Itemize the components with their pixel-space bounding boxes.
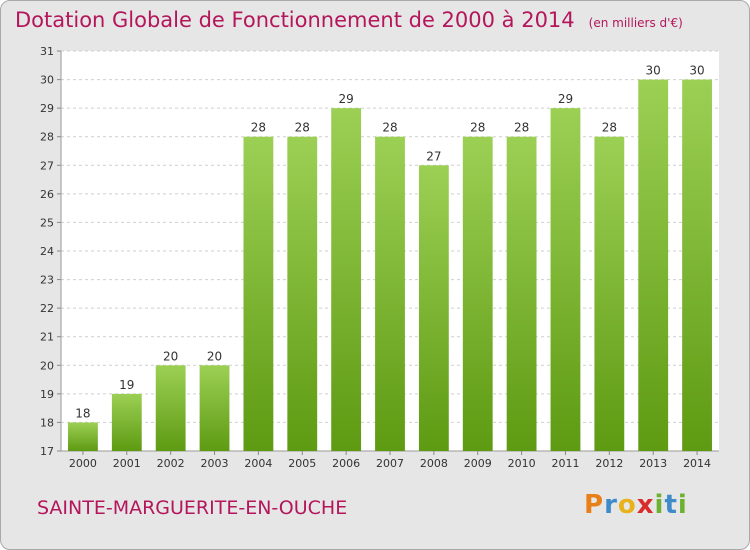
y-tick-label: 31 — [40, 45, 54, 58]
y-tick-label: 25 — [40, 216, 54, 229]
bar — [68, 422, 98, 451]
y-tick-label: 26 — [40, 188, 54, 201]
y-tick-label: 22 — [40, 302, 54, 315]
x-tick-label: 2014 — [683, 457, 711, 470]
x-tick-label: 2010 — [508, 457, 536, 470]
bar-value-label: 28 — [470, 121, 485, 135]
bar-value-label: 20 — [207, 349, 222, 363]
x-tick-label: 2012 — [595, 457, 623, 470]
bar-value-label: 28 — [382, 121, 397, 135]
bar — [111, 393, 142, 451]
bar-value-label: 20 — [163, 349, 178, 363]
bar — [155, 365, 186, 451]
bar — [550, 108, 581, 452]
logo-letter: i — [654, 490, 665, 520]
chart-title-text: Dotation Globale de Fonctionnement de 20… — [15, 8, 575, 32]
y-tick-label: 19 — [40, 388, 54, 401]
bar-value-label: 28 — [602, 121, 617, 135]
y-tick-label: 28 — [40, 131, 54, 144]
bar — [243, 136, 274, 451]
x-tick-label: 2004 — [244, 457, 272, 470]
y-tick-label: 27 — [40, 159, 54, 172]
bar — [462, 136, 493, 451]
bar — [594, 136, 625, 451]
commune-name: SAINTE-MARGUERITE-EN-OUCHE — [37, 497, 348, 519]
x-tick-label: 2008 — [420, 457, 448, 470]
chart-unit-text: (en milliers d'€) — [588, 16, 683, 30]
x-tick-label: 2001 — [113, 457, 141, 470]
x-tick-label: 2013 — [639, 457, 667, 470]
bar-value-label: 18 — [75, 406, 90, 420]
bar — [331, 108, 362, 452]
x-tick-label: 2011 — [551, 457, 579, 470]
x-tick-label: 2005 — [288, 457, 316, 470]
y-tick-label: 23 — [40, 274, 54, 287]
logo-letter: o — [617, 490, 637, 520]
bar — [199, 365, 230, 451]
bar-value-label: 30 — [689, 64, 704, 78]
y-tick-label: 20 — [40, 359, 54, 372]
proxiti-logo: Proxiti — [584, 490, 688, 520]
chart-title: Dotation Globale de Fonctionnement de 20… — [15, 8, 683, 32]
bar — [682, 79, 712, 452]
bar-value-label: 28 — [251, 121, 266, 135]
bar — [638, 79, 669, 452]
y-tick-label: 29 — [40, 102, 54, 115]
bar-value-label: 30 — [646, 64, 661, 78]
x-tick-label: 2007 — [376, 457, 404, 470]
logo-letter: r — [604, 490, 618, 520]
x-tick-label: 2006 — [332, 457, 360, 470]
bar — [506, 136, 537, 451]
logo-letter: t — [664, 490, 678, 520]
y-tick-label: 30 — [40, 74, 54, 87]
y-tick-label: 24 — [40, 245, 54, 258]
bar-value-label: 19 — [119, 378, 134, 392]
bar — [287, 136, 318, 451]
bar-value-label: 27 — [426, 149, 441, 163]
bar-value-label: 29 — [558, 92, 573, 106]
y-tick-label: 21 — [40, 331, 54, 344]
bar-value-label: 28 — [295, 121, 310, 135]
logo-letter: P — [584, 490, 605, 520]
bar — [418, 165, 449, 452]
bar — [375, 136, 405, 451]
x-tick-label: 2000 — [69, 457, 97, 470]
bar-value-label: 29 — [338, 92, 353, 106]
bar-value-label: 28 — [514, 121, 529, 135]
x-tick-label: 2009 — [464, 457, 492, 470]
y-tick-label: 17 — [40, 445, 54, 458]
x-tick-label: 2002 — [157, 457, 185, 470]
logo-letter: x — [636, 490, 655, 520]
logo-letter: i — [677, 490, 688, 520]
y-tick-label: 18 — [40, 416, 54, 429]
x-tick-label: 2003 — [201, 457, 229, 470]
